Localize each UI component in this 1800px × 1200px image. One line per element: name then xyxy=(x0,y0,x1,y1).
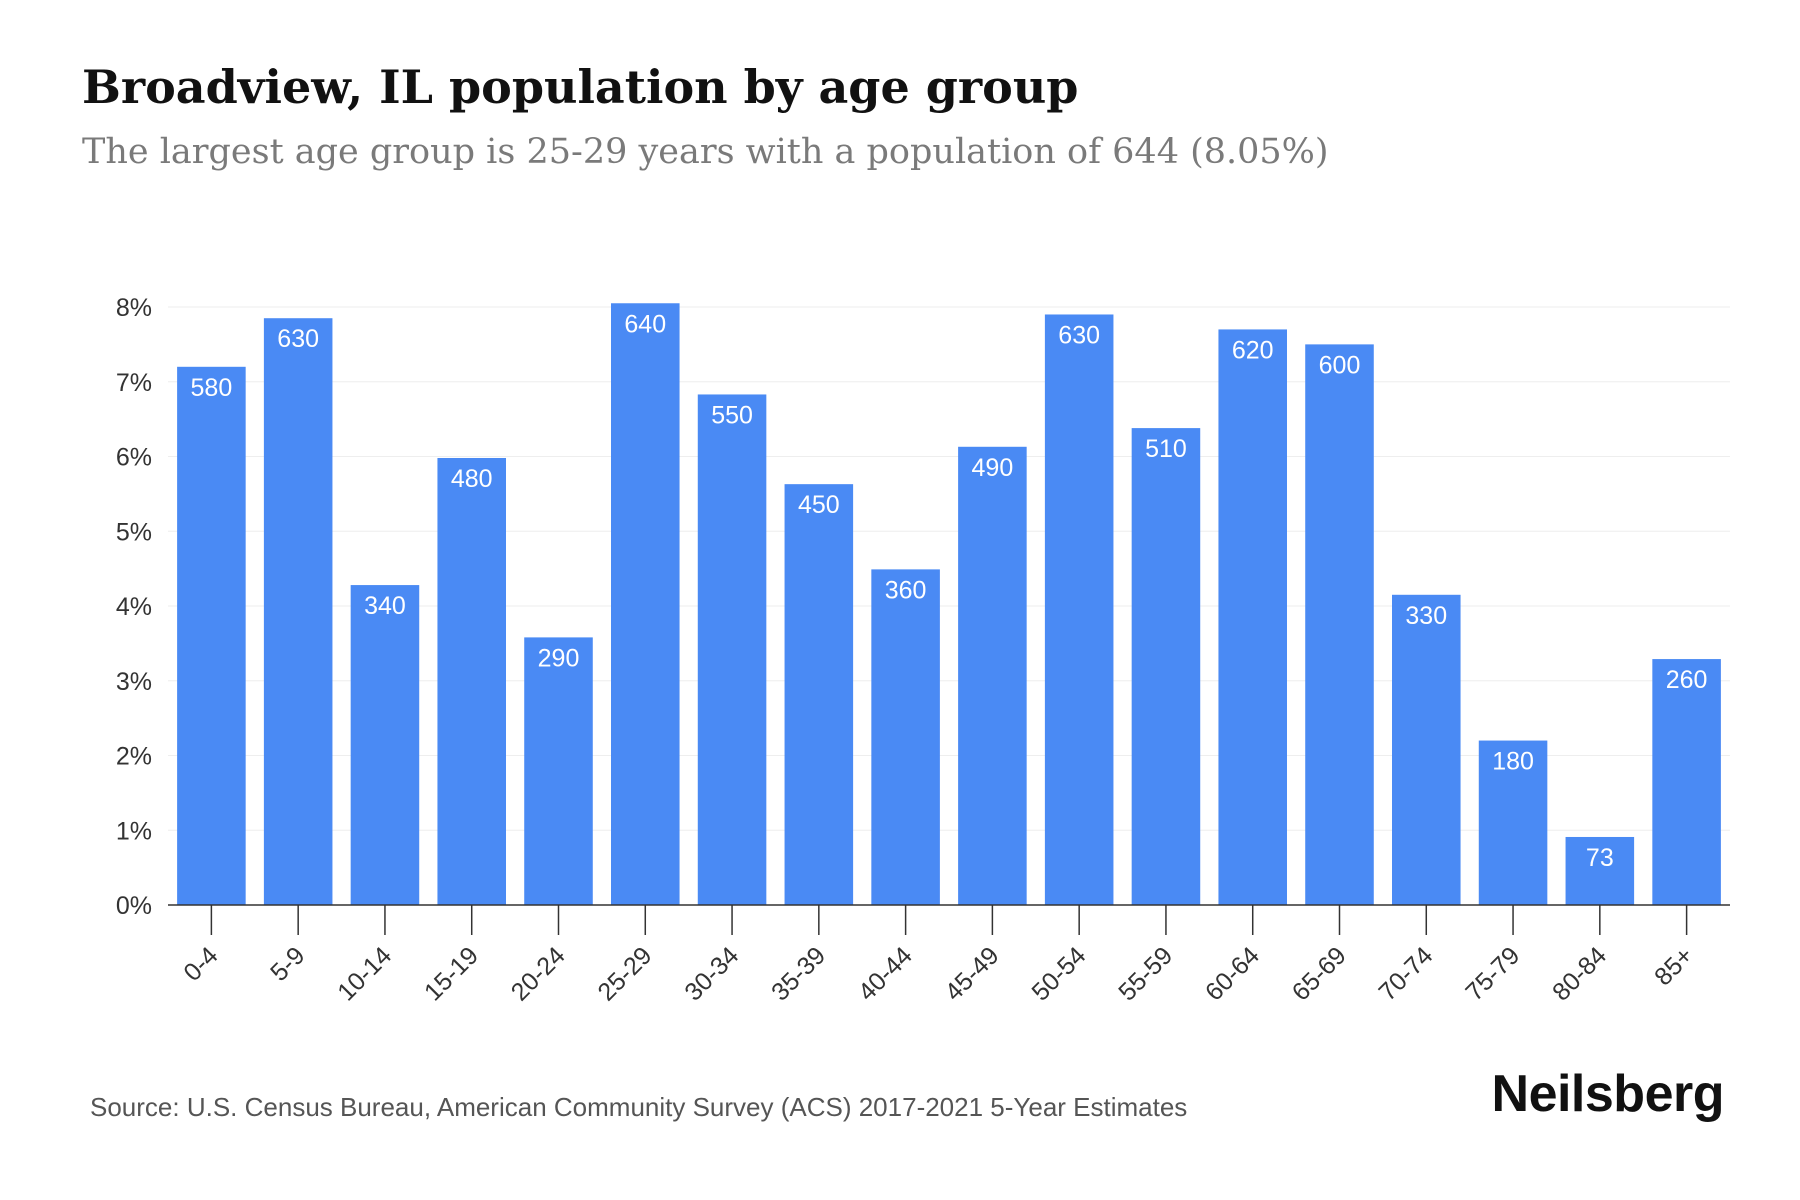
x-axis: 0-4 5-9 10-14 15-19 20-24 25-29 30-34 35-39 40-4… xyxy=(168,904,1730,1006)
x-tick-label: 55-59 xyxy=(1113,941,1178,1006)
bar xyxy=(1392,594,1461,905)
data-label: 73 xyxy=(1586,844,1614,872)
chart-subtitle: The largest age group is 25-29 years wit… xyxy=(82,132,1329,172)
x-tick-label: 10-14 xyxy=(332,941,397,1006)
data-label: 180 xyxy=(1492,748,1534,776)
data-label: 450 xyxy=(798,491,840,519)
x-tick-label: 25-29 xyxy=(592,941,657,1006)
data-label: 330 xyxy=(1405,602,1447,630)
bar xyxy=(437,457,506,905)
y-tick-label: 2% xyxy=(116,743,152,771)
x-tick-label: 40-44 xyxy=(853,941,918,1006)
x-tick-label: 15-19 xyxy=(419,941,484,1006)
data-label: 290 xyxy=(538,644,580,672)
x-tick-label: 5-9 xyxy=(265,941,310,986)
x-tick-label: 75-79 xyxy=(1460,941,1525,1006)
data-label: 550 xyxy=(711,401,753,429)
bar xyxy=(1652,659,1721,905)
brand-logo: Neilsberg xyxy=(1491,1065,1725,1123)
y-axis-ticks: 0% 1% 2% 3% 4% 5% 6% 7% 8% xyxy=(116,294,152,920)
data-label: 620 xyxy=(1232,336,1274,364)
data-label: 630 xyxy=(277,325,319,353)
x-tick-label: 20-24 xyxy=(506,941,571,1006)
bar xyxy=(177,366,246,905)
y-tick-label: 3% xyxy=(116,668,152,696)
x-tick-label: 45-49 xyxy=(940,941,1005,1006)
data-label: 640 xyxy=(624,310,666,338)
data-label: 580 xyxy=(191,374,233,402)
y-tick-label: 8% xyxy=(116,294,152,322)
x-tick-label: 70-74 xyxy=(1373,941,1438,1006)
data-label: 510 xyxy=(1145,435,1187,463)
x-tick-label: 65-69 xyxy=(1287,941,1352,1006)
x-tick-label: 50-54 xyxy=(1026,941,1091,1006)
y-tick-label: 4% xyxy=(116,593,152,621)
bar xyxy=(1131,428,1201,905)
data-label: 260 xyxy=(1666,666,1708,694)
data-label: 490 xyxy=(972,454,1014,482)
bar xyxy=(958,446,1027,905)
bar xyxy=(871,569,940,905)
x-tick-label: 30-34 xyxy=(679,941,744,1006)
bar xyxy=(1565,836,1635,905)
bar xyxy=(1218,329,1287,905)
y-tick-label: 7% xyxy=(116,369,152,397)
y-tick-label: 5% xyxy=(116,518,152,546)
bar xyxy=(611,303,680,905)
data-label: 340 xyxy=(364,592,406,620)
bar xyxy=(784,484,854,905)
x-tick-label: 0-4 xyxy=(178,941,223,986)
x-tick-label: 60-64 xyxy=(1200,941,1265,1006)
bar xyxy=(350,585,420,905)
x-tick-label: 80-84 xyxy=(1547,941,1612,1006)
x-tick-label: 35-39 xyxy=(766,941,831,1006)
bar xyxy=(1305,344,1374,905)
bar xyxy=(1478,740,1548,905)
data-label: 630 xyxy=(1058,321,1100,349)
y-tick-label: 6% xyxy=(116,444,152,472)
bar xyxy=(697,394,767,905)
bar xyxy=(263,318,333,905)
grid-lines xyxy=(168,306,1730,831)
bar xyxy=(524,637,593,905)
x-tick-label: 85+ xyxy=(1649,941,1699,991)
y-tick-label: 0% xyxy=(116,892,152,920)
data-label: 600 xyxy=(1319,351,1361,379)
data-label: 360 xyxy=(885,576,927,604)
source-note: Source: U.S. Census Bureau, American Com… xyxy=(90,1092,1188,1122)
bar xyxy=(1044,314,1114,906)
data-labels: 580 630 340 480 290 640 550 450 360 490 630 510 620 6… xyxy=(191,310,1708,872)
bars xyxy=(177,303,1721,906)
chart-title: Broadview, IL population by age group xyxy=(82,60,1079,114)
data-label: 480 xyxy=(451,465,493,493)
y-tick-label: 1% xyxy=(116,817,152,845)
